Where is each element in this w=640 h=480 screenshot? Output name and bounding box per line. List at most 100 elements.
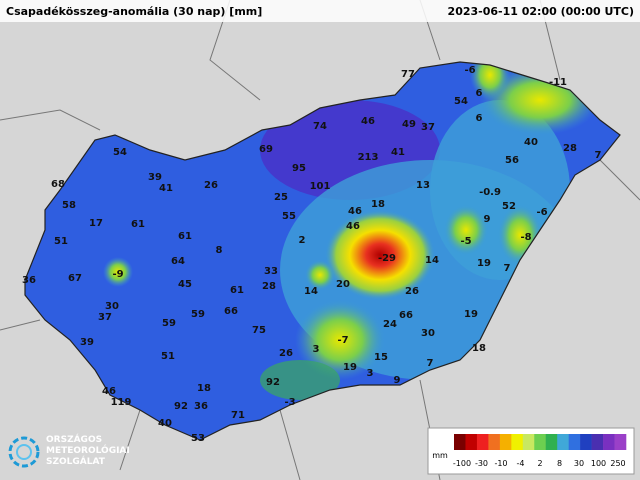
station-value: 25 [274, 192, 288, 203]
header-bar [0, 0, 640, 22]
station-value: -5 [460, 236, 471, 247]
station-value: 119 [111, 397, 132, 408]
station-value: 66 [399, 310, 413, 321]
station-value: -8 [520, 232, 531, 243]
station-value: 17 [89, 218, 103, 229]
station-value: 95 [292, 163, 306, 174]
station-value: 68 [51, 179, 65, 190]
station-value: 59 [162, 318, 176, 329]
station-value: 55 [282, 211, 296, 222]
station-value: 54 [113, 147, 127, 158]
station-value: 61 [178, 231, 192, 242]
station-value: 33 [264, 266, 278, 277]
station-value: 13 [416, 180, 430, 191]
station-value: 56 [505, 155, 519, 166]
station-value: 14 [304, 286, 318, 297]
station-value: -0.9 [479, 187, 501, 198]
station-value: 45 [178, 279, 192, 290]
station-value: 26 [204, 180, 218, 191]
station-value: 49 [402, 119, 416, 130]
logo: ORSZÁGOS METEOROLÓGIAI SZOLGÁLAT [8, 433, 130, 468]
station-value: 61 [230, 285, 244, 296]
station-value: 61 [131, 219, 145, 230]
station-value: 20 [336, 279, 350, 290]
logo-line: METEOROLÓGIAI [46, 444, 130, 456]
station-value: 18 [197, 383, 211, 394]
station-value: 41 [159, 183, 173, 194]
station-value: 41 [391, 147, 405, 158]
station-value: 37 [98, 312, 112, 323]
station-value: 28 [563, 143, 577, 154]
station-value: 19 [477, 258, 491, 269]
station-value: 37 [421, 122, 435, 133]
legend-swatch [476, 434, 489, 450]
legend-label: -4 [517, 459, 525, 468]
station-value: 18 [371, 199, 385, 210]
station-value: 69 [259, 144, 273, 155]
station-value: 92 [174, 401, 188, 412]
station-value: 40 [524, 137, 538, 148]
station-value: 39 [148, 172, 162, 183]
station-value: 9 [394, 375, 401, 386]
station-value: 52 [502, 201, 516, 212]
station-value: 36 [194, 401, 208, 412]
station-value: 2 [299, 235, 306, 246]
station-value: 39 [80, 337, 94, 348]
station-value: 6 [476, 113, 483, 124]
station-value: -3 [284, 397, 295, 408]
station-value: 7 [595, 150, 602, 161]
map-title: Csapadékösszeg-anomália (30 nap) [mm] [6, 5, 262, 18]
station-value: 15 [374, 352, 388, 363]
legend-swatch [614, 434, 627, 450]
station-value: 36 [22, 275, 36, 286]
station-value: 8 [216, 245, 223, 256]
station-value: 58 [62, 200, 76, 211]
station-value: 92 [266, 377, 280, 388]
station-value: 6 [476, 88, 483, 99]
station-value: 3 [313, 344, 320, 355]
station-value: 18 [472, 343, 486, 354]
station-value: 19 [343, 362, 357, 373]
station-value: 30 [421, 328, 435, 339]
station-value: 46 [102, 386, 116, 397]
legend-swatch [545, 434, 558, 450]
station-value: -9 [112, 269, 123, 280]
station-value: 26 [279, 348, 293, 359]
station-value: 46 [348, 206, 362, 217]
legend-swatch [454, 434, 466, 450]
station-value: 24 [383, 319, 397, 330]
station-value: 14 [425, 255, 439, 266]
station-value: -7 [337, 335, 348, 346]
station-value: -6 [536, 207, 547, 218]
station-value: 71 [231, 410, 245, 421]
legend-label: 30 [574, 459, 584, 468]
station-value: 51 [161, 351, 175, 362]
legend-swatch [499, 434, 512, 450]
legend-swatch [511, 434, 524, 450]
map-time: 2023-06-11 02:00 (00:00 UTC) [448, 5, 634, 18]
station-value: 7 [504, 263, 511, 274]
station-value: 19 [464, 309, 478, 320]
station-value: 101 [310, 181, 331, 192]
station-value: 46 [361, 116, 375, 127]
station-value: 26 [405, 286, 419, 297]
legend-label: -10 [494, 459, 507, 468]
legend-swatch [568, 434, 581, 450]
station-value: 64 [171, 256, 185, 267]
station-value: 54 [454, 96, 468, 107]
station-value: 30 [105, 301, 119, 312]
station-value: 67 [68, 273, 82, 284]
logo-line: ORSZÁGOS [46, 433, 102, 445]
station-value: 40 [158, 418, 172, 429]
legend-label: 8 [557, 459, 562, 468]
station-value: 9 [484, 214, 491, 225]
legend-swatch [534, 434, 547, 450]
station-value: -6 [464, 65, 475, 76]
legend-swatch [465, 434, 478, 450]
station-value: -11 [549, 77, 567, 88]
legend-label: 100 [591, 459, 606, 468]
legend-swatch [591, 434, 604, 450]
legend-swatch [522, 434, 535, 450]
